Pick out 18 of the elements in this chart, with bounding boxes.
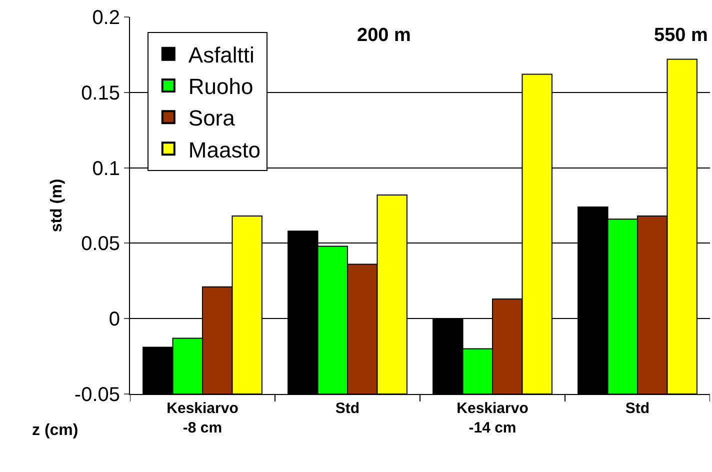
y-axis-title: std (m): [48, 178, 66, 232]
annotation: 200 m: [357, 25, 411, 46]
x-tick-label: Std: [625, 400, 650, 417]
y-tick-label: 0.15: [81, 82, 120, 104]
y-tick-label: 0: [108, 308, 120, 331]
y-tick-label: 0.05: [81, 233, 120, 256]
legend-label: Maasto: [188, 137, 261, 162]
y-tick-label: -0.05: [74, 384, 120, 406]
y-tick-label: 0.2: [92, 7, 120, 29]
y-tick-label: 0.1: [92, 158, 120, 180]
annotation: 550 m: [654, 25, 708, 46]
legend-label: Sora: [188, 106, 236, 131]
legend-label: Ruoho: [188, 74, 254, 100]
x-axis-title: z (cm): [32, 422, 78, 439]
x-tick-label: Keskiarvo -14 cm: [456, 400, 528, 436]
x-tick-label: Std: [335, 400, 360, 417]
x-tick-label: Keskiarvo -8 cm: [166, 400, 238, 436]
legend-label: Asfaltti: [188, 42, 254, 68]
